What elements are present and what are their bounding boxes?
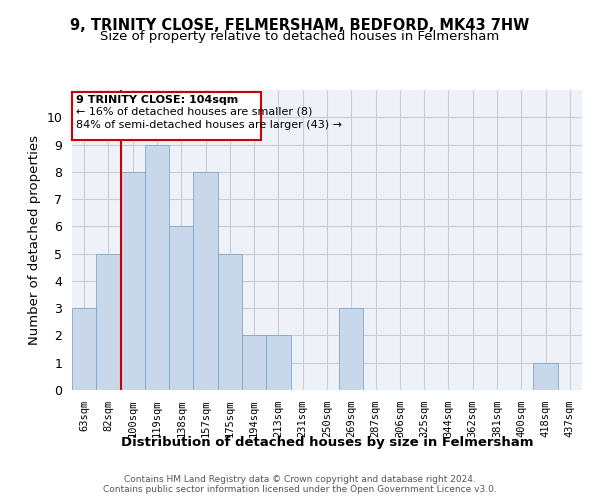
Bar xyxy=(193,172,218,390)
Text: Size of property relative to detached houses in Felmersham: Size of property relative to detached ho… xyxy=(100,30,500,43)
Text: 9, TRINITY CLOSE, FELMERSHAM, BEDFORD, MK43 7HW: 9, TRINITY CLOSE, FELMERSHAM, BEDFORD, M… xyxy=(70,18,530,32)
Bar xyxy=(96,254,121,390)
Text: ← 16% of detached houses are smaller (8): ← 16% of detached houses are smaller (8) xyxy=(76,106,312,117)
FancyBboxPatch shape xyxy=(72,92,262,140)
Bar xyxy=(145,144,169,390)
Text: 84% of semi-detached houses are larger (43) →: 84% of semi-detached houses are larger (… xyxy=(76,120,341,130)
Bar xyxy=(533,362,558,390)
Text: Distribution of detached houses by size in Felmersham: Distribution of detached houses by size … xyxy=(121,436,533,449)
Bar xyxy=(339,308,364,390)
Text: 9 TRINITY CLOSE: 104sqm: 9 TRINITY CLOSE: 104sqm xyxy=(76,94,238,104)
Bar xyxy=(169,226,193,390)
Bar xyxy=(72,308,96,390)
Bar xyxy=(242,336,266,390)
Y-axis label: Number of detached properties: Number of detached properties xyxy=(28,135,41,345)
Bar xyxy=(266,336,290,390)
Bar xyxy=(218,254,242,390)
Text: Contains public sector information licensed under the Open Government Licence v3: Contains public sector information licen… xyxy=(103,484,497,494)
Bar xyxy=(121,172,145,390)
Text: Contains HM Land Registry data © Crown copyright and database right 2024.: Contains HM Land Registry data © Crown c… xyxy=(124,476,476,484)
